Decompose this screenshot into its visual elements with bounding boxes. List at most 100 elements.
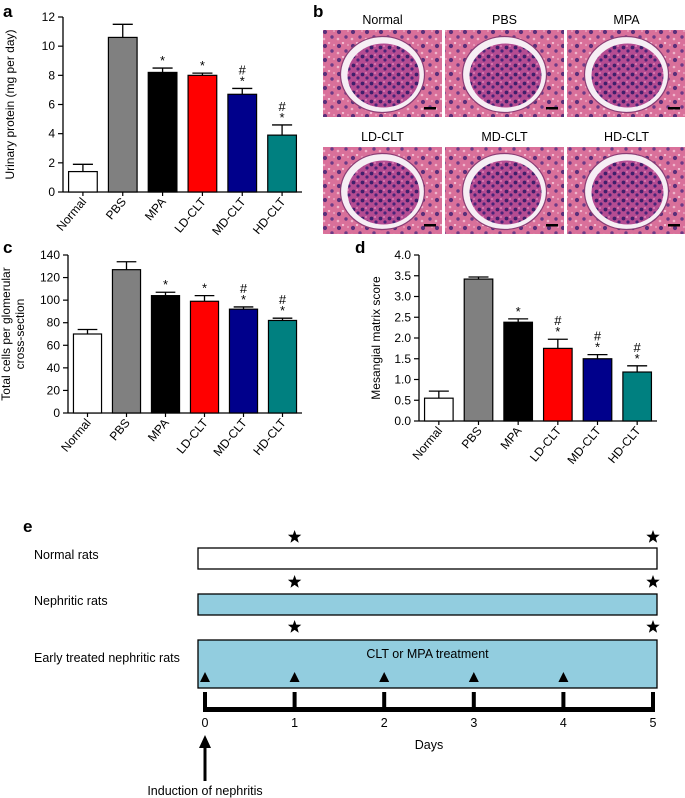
significance-star: *	[635, 351, 640, 366]
panel-letter-c: c	[3, 238, 12, 257]
bar-hd-clt	[622, 371, 653, 422]
arrow-up-icon	[199, 735, 211, 748]
bar-md-clt	[227, 93, 258, 193]
bar-pbs	[111, 269, 142, 414]
y-tick-label: 120	[40, 271, 60, 285]
y-tick-label: 100	[40, 293, 60, 307]
bar-ld-clt	[542, 347, 573, 422]
days-tick-label: 5	[650, 716, 657, 730]
significance-hash: #	[239, 62, 247, 77]
bar-pbs	[463, 278, 494, 422]
micrograph-label: Normal	[362, 13, 402, 27]
x-category-label: PBS	[459, 424, 485, 451]
measurement-star-icon	[646, 620, 660, 633]
bar-ld-clt	[189, 300, 220, 414]
measurement-star-icon	[646, 530, 660, 543]
significance-star: *	[202, 281, 207, 296]
significance-hash: #	[634, 340, 642, 355]
micrograph-label: HD-CLT	[604, 130, 649, 144]
timeline-row-bar	[197, 639, 658, 689]
bar-normal	[72, 333, 103, 414]
treatment-triangle-icon	[468, 672, 479, 682]
y-tick-label: 10	[42, 39, 56, 53]
significance-star: *	[555, 324, 560, 339]
y-tick-label: 4.0	[394, 248, 411, 262]
measurement-star-icon	[646, 575, 660, 588]
x-category-label: MD-CLT	[211, 415, 251, 459]
x-category-label: PBS	[107, 416, 133, 443]
days-axis-tick	[651, 692, 655, 709]
y-tick-label: 40	[47, 361, 61, 375]
x-category-label: HD-CLT	[250, 415, 289, 458]
y-tick-label: 20	[47, 383, 61, 397]
panel-letter-b: b	[313, 2, 323, 21]
scale-bar	[546, 224, 558, 227]
x-category-label: MPA	[145, 416, 172, 444]
x-category-label: LD-CLT	[527, 423, 565, 464]
y-tick-label: 2.5	[394, 310, 411, 324]
glomerulus-tuft	[347, 43, 420, 108]
x-category-label: HD-CLT	[250, 194, 289, 237]
significance-star: *	[163, 277, 168, 292]
x-category-label: MD-CLT	[565, 423, 605, 467]
significance-hash: #	[240, 281, 248, 296]
days-tick-label: 0	[202, 716, 209, 730]
bar-ld-clt	[187, 74, 218, 193]
x-category-label: MPA	[142, 195, 169, 223]
treatment-triangle-icon	[289, 672, 300, 682]
chart-c-total-cells: 0 20 40 60 80 100 120 140 Total cells per glomer…	[0, 248, 302, 459]
y-tick-label: 12	[42, 10, 56, 24]
y-axis-label: Mesangial matrix score	[369, 276, 383, 400]
x-category-label: LD-CLT	[174, 415, 212, 456]
panel-letter-d: d	[355, 238, 365, 257]
significance-hash: #	[278, 99, 286, 114]
significance-star: *	[200, 58, 205, 73]
bar-normal	[67, 170, 98, 193]
days-tick-label: 2	[381, 716, 388, 730]
glomerulus-tuft	[347, 160, 420, 225]
y-tick-label: 1.0	[394, 373, 411, 387]
bar-hd-clt	[267, 319, 298, 414]
micrograph-label: MD-CLT	[481, 130, 528, 144]
days-axis-line	[203, 707, 655, 712]
y-tick-label: 3.5	[394, 269, 411, 283]
bar-pbs	[107, 36, 138, 193]
days-tick-label: 4	[560, 716, 567, 730]
y-axis-label-line: Total cells per glomerular	[0, 267, 13, 400]
bar-mpa	[150, 295, 181, 414]
significance-star: *	[516, 304, 521, 319]
treatment-label: CLT or MPA treatment	[366, 647, 489, 661]
y-tick-label: 8	[48, 68, 55, 82]
y-tick-label: 0.0	[394, 414, 411, 428]
y-tick-label: 0	[53, 406, 60, 420]
bar-md-clt	[582, 358, 613, 422]
y-tick-label: 2.0	[394, 331, 411, 345]
micrograph-label: LD-CLT	[361, 130, 404, 144]
y-axis-label-line: cross-section	[13, 299, 27, 370]
panel-letter-e: e	[23, 517, 32, 536]
days-axis-tick	[382, 692, 387, 709]
timeline-row-label: Early treated nephritic rats	[34, 651, 180, 665]
micrograph-grid: Normal PBS MPA LD-CLT MD-CLT HD-CLT	[323, 13, 685, 234]
y-axis-label: Urinary protein (mg per day)	[3, 29, 17, 179]
significance-star: *	[241, 292, 246, 307]
bar-hd-clt	[267, 134, 298, 193]
bar-mpa	[147, 71, 178, 193]
x-category-label: Normal	[58, 416, 94, 455]
significance-star: *	[280, 110, 285, 125]
timeline-row-bar	[197, 547, 658, 570]
y-tick-label: 0.5	[394, 393, 411, 407]
y-tick-label: 1.5	[394, 352, 411, 366]
y-tick-label: 4	[48, 127, 55, 141]
measurement-star-icon	[287, 530, 302, 543]
x-category-label: MD-CLT	[209, 194, 249, 238]
y-tick-label: 6	[48, 98, 55, 112]
bar-md-clt	[228, 308, 259, 414]
glomerulus-tuft	[469, 160, 542, 225]
significance-hash: #	[279, 292, 287, 307]
y-tick-label: 80	[47, 316, 61, 330]
timeline-row-bar	[197, 593, 658, 616]
micrograph-label: PBS	[492, 13, 517, 27]
days-tick-label: 3	[470, 716, 477, 730]
